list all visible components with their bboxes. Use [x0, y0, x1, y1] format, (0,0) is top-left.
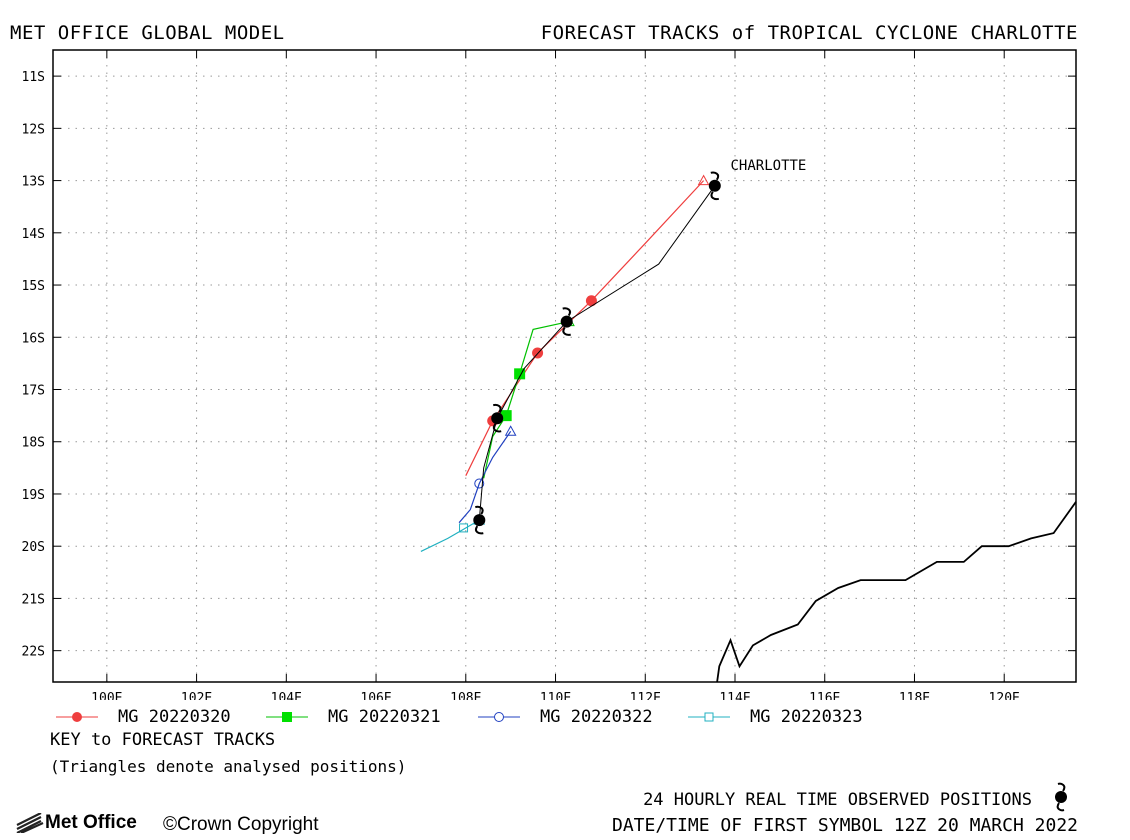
lat-tick-label: 22S	[22, 645, 45, 660]
lon-tick-label: 110E	[540, 691, 571, 700]
legend-label: MG 20220323	[750, 707, 863, 727]
grid-lines	[53, 50, 1076, 682]
cyclone-symbol-icon	[1055, 782, 1067, 812]
cyclone-symbol-core	[708, 179, 721, 192]
cyclone-symbol-arm	[710, 191, 720, 201]
lat-tick-label: 20S	[22, 540, 45, 555]
observed-positions-text: 24 HOURLY REAL TIME OBSERVED POSITIONS	[643, 790, 1032, 810]
lat-tick-label: 21S	[22, 592, 45, 607]
lon-tick-label: 100E	[91, 691, 122, 700]
map-frame	[52, 49, 1077, 683]
lon-tick-label: 116E	[809, 691, 840, 700]
lon-tick-label: 120E	[989, 691, 1020, 700]
forecast-tracks	[420, 174, 710, 552]
observed-track	[473, 171, 721, 535]
copyright-text: Crown Copyright	[177, 814, 319, 835]
forecast-track-line	[458, 430, 512, 524]
coastline-path	[716, 501, 1077, 683]
cyclone-symbol-icon	[560, 307, 573, 336]
cyclone-symbol-arm	[475, 505, 484, 515]
analysed-position-triangle	[504, 425, 517, 436]
cyclone-symbol-icon	[473, 505, 486, 535]
lon-tick-label: 102E	[181, 691, 212, 700]
filled-circle-icon	[72, 712, 82, 722]
cyclone-symbol-core	[491, 412, 504, 425]
lat-tick-label: 19S	[22, 488, 45, 503]
cyclone-symbol-arm	[474, 525, 484, 535]
forecast-track-line	[483, 321, 570, 479]
forecast-point-circle	[585, 295, 597, 307]
lon-tick-label: 118E	[899, 691, 930, 700]
cyclone-symbol-icon	[708, 171, 721, 201]
forecast-point-square	[500, 410, 512, 422]
lon-tick-label: 106E	[360, 691, 391, 700]
first-symbol-date: DATE/TIME OF FIRST SYMBOL 12Z 20 MARCH 2…	[612, 815, 1078, 836]
lon-tick-label: 114E	[719, 691, 750, 700]
lat-tick-label: 17S	[22, 384, 45, 399]
lon-tick-label: 104E	[271, 691, 302, 700]
cyclone-symbol-arm	[492, 423, 502, 433]
legend-label: MG 20220320	[118, 707, 231, 727]
lat-tick-label: 16S	[22, 331, 45, 346]
lat-tick-label: 12S	[22, 122, 45, 137]
lon-tick-label: 108E	[450, 691, 481, 700]
legend-label: MG 20220322	[540, 707, 653, 727]
forecast-point-open-circle	[474, 478, 485, 489]
logo-text: Met Office	[45, 812, 137, 833]
copyright-icon: ©	[163, 814, 177, 835]
forecast-track-line	[420, 519, 480, 552]
met-office-logo-icon	[16, 812, 44, 834]
filled-square-icon	[282, 712, 292, 722]
lat-tick-label: 13S	[22, 175, 45, 190]
cyclone-symbol-arm	[562, 307, 572, 317]
open-square-icon	[704, 712, 714, 722]
lat-tick-label: 15S	[22, 279, 45, 294]
lat-tick-label: 11S	[22, 70, 45, 85]
analysed-position-triangle	[697, 174, 710, 186]
forecast-point-square	[514, 368, 526, 380]
forecast-point-open-square	[459, 523, 469, 533]
header-right-title: FORECAST TRACKS of TROPICAL CYCLONE CHAR…	[540, 22, 1078, 44]
observed-track-line	[478, 185, 716, 521]
axis-ticks: 11S 12S 13S 14S 15S 16S 17S 18S 19S 20S 21S 22S 100E…	[22, 50, 1076, 700]
cyclone-symbol-core	[473, 514, 486, 527]
cyclone-symbol-arm	[710, 171, 720, 181]
cyclone-symbol-arm	[562, 327, 571, 336]
storm-name-label: CHARLOTTE	[731, 158, 807, 174]
legend-label: MG 20220321	[328, 707, 441, 727]
track-map: 11S 12S 13S 14S 15S 16S 17S 18S 19S 20S 21S 22S 100E…	[22, 49, 1077, 700]
key-title: KEY to FORECAST TRACKS	[50, 730, 276, 750]
cyclone-symbol-icon	[491, 403, 504, 433]
lat-tick-label: 14S	[22, 227, 45, 242]
lat-tick-label: 18S	[22, 436, 45, 451]
header-left-title: MET OFFICE GLOBAL MODEL	[10, 22, 285, 44]
cyclone-symbol-arm	[492, 403, 502, 413]
key-note: (Triangles denote analysed positions)	[50, 757, 407, 776]
copyright: ©Crown Copyright	[163, 814, 319, 836]
lon-tick-label: 112E	[630, 691, 661, 700]
cyclone-symbol-core	[560, 315, 573, 328]
coastline	[716, 501, 1077, 683]
open-circle-icon	[494, 712, 504, 722]
forecast-track-line	[465, 180, 705, 476]
met-office-logo: Met Office	[15, 812, 137, 834]
